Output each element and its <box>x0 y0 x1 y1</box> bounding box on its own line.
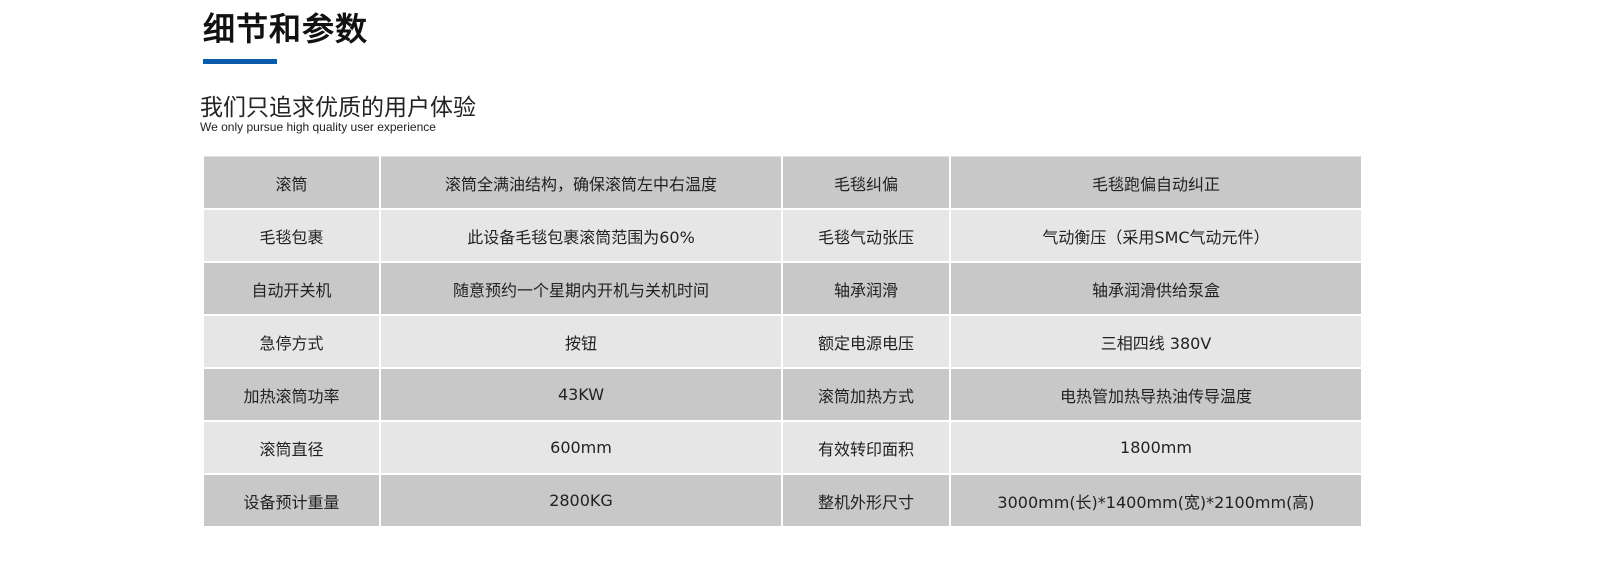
spec-value: 毛毯跑偏自动纠正 <box>949 156 1363 210</box>
spec-label: 有效转印面积 <box>781 420 951 475</box>
table-row: 加热滚筒功率 43KW 滚筒加热方式 电热管加热导热油传导温度 <box>202 367 1363 422</box>
spec-value: 43KW <box>379 367 783 422</box>
spec-label: 滚筒加热方式 <box>781 367 951 422</box>
spec-label: 急停方式 <box>202 314 381 369</box>
spec-label: 滚筒 <box>202 156 381 210</box>
spec-label: 加热滚筒功率 <box>202 367 381 422</box>
spec-label: 毛毯气动张压 <box>781 208 951 263</box>
spec-label: 滚筒直径 <box>202 420 381 475</box>
spec-value: 随意预约一个星期内开机与关机时间 <box>379 261 783 316</box>
subtitle: 我们只追求优质的用户体验 <box>200 95 476 121</box>
spec-value: 气动衡压（采用SMC气动元件） <box>949 208 1363 263</box>
spec-value: 按钮 <box>379 314 783 369</box>
spec-label: 额定电源电压 <box>781 314 951 369</box>
table-row: 毛毯包裹 此设备毛毯包裹滚筒范围为60% 毛毯气动张压 气动衡压（采用SMC气动元件） <box>202 208 1363 263</box>
spec-value: 600mm <box>379 420 783 475</box>
table-row: 急停方式 按钮 额定电源电压 三相四线 380V <box>202 314 1363 369</box>
spec-table: 滚筒 滚筒全满油结构，确保滚筒左中右温度 毛毯纠偏 毛毯跑偏自动纠正 毛毯包裹 此设备毛毯… <box>202 156 1363 528</box>
spec-label: 整机外形尺寸 <box>781 473 951 528</box>
spec-value: 三相四线 380V <box>949 314 1363 369</box>
spec-label: 设备预计重量 <box>202 473 381 528</box>
spec-value: 滚筒全满油结构，确保滚筒左中右温度 <box>379 156 783 210</box>
spec-value: 此设备毛毯包裹滚筒范围为60% <box>379 208 783 263</box>
spec-label: 轴承润滑 <box>781 261 951 316</box>
spec-value: 2800KG <box>379 473 783 528</box>
spec-label: 毛毯纠偏 <box>781 156 951 210</box>
table-row: 设备预计重量 2800KG 整机外形尺寸 3000mm(长)*1400mm(宽)*21… <box>202 473 1363 528</box>
spec-value: 电热管加热导热油传导温度 <box>949 367 1363 422</box>
table-row: 滚筒直径 600mm 有效转印面积 1800mm <box>202 420 1363 475</box>
spec-value: 1800mm <box>949 420 1363 475</box>
table-row: 滚筒 滚筒全满油结构，确保滚筒左中右温度 毛毯纠偏 毛毯跑偏自动纠正 <box>202 156 1363 210</box>
section-title: 细节和参数 <box>203 10 369 48</box>
title-accent-bar <box>203 59 277 64</box>
table-row: 自动开关机 随意预约一个星期内开机与关机时间 轴承润滑 轴承润滑供给泵盒 <box>202 261 1363 316</box>
spec-value: 3000mm(长)*1400mm(宽)*2100mm(高) <box>949 473 1363 528</box>
spec-label: 自动开关机 <box>202 261 381 316</box>
spec-value: 轴承润滑供给泵盒 <box>949 261 1363 316</box>
spec-label: 毛毯包裹 <box>202 208 381 263</box>
subtitle-english: We only pursue high quality user experie… <box>200 120 436 134</box>
